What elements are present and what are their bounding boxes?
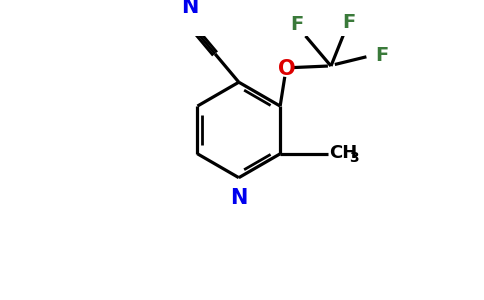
Text: CH: CH [330,144,358,162]
Text: N: N [230,188,247,208]
Text: F: F [342,14,355,32]
Text: F: F [375,46,388,65]
Text: 3: 3 [349,151,359,165]
Text: O: O [277,59,295,79]
Text: N: N [181,0,198,16]
Text: F: F [290,15,304,34]
